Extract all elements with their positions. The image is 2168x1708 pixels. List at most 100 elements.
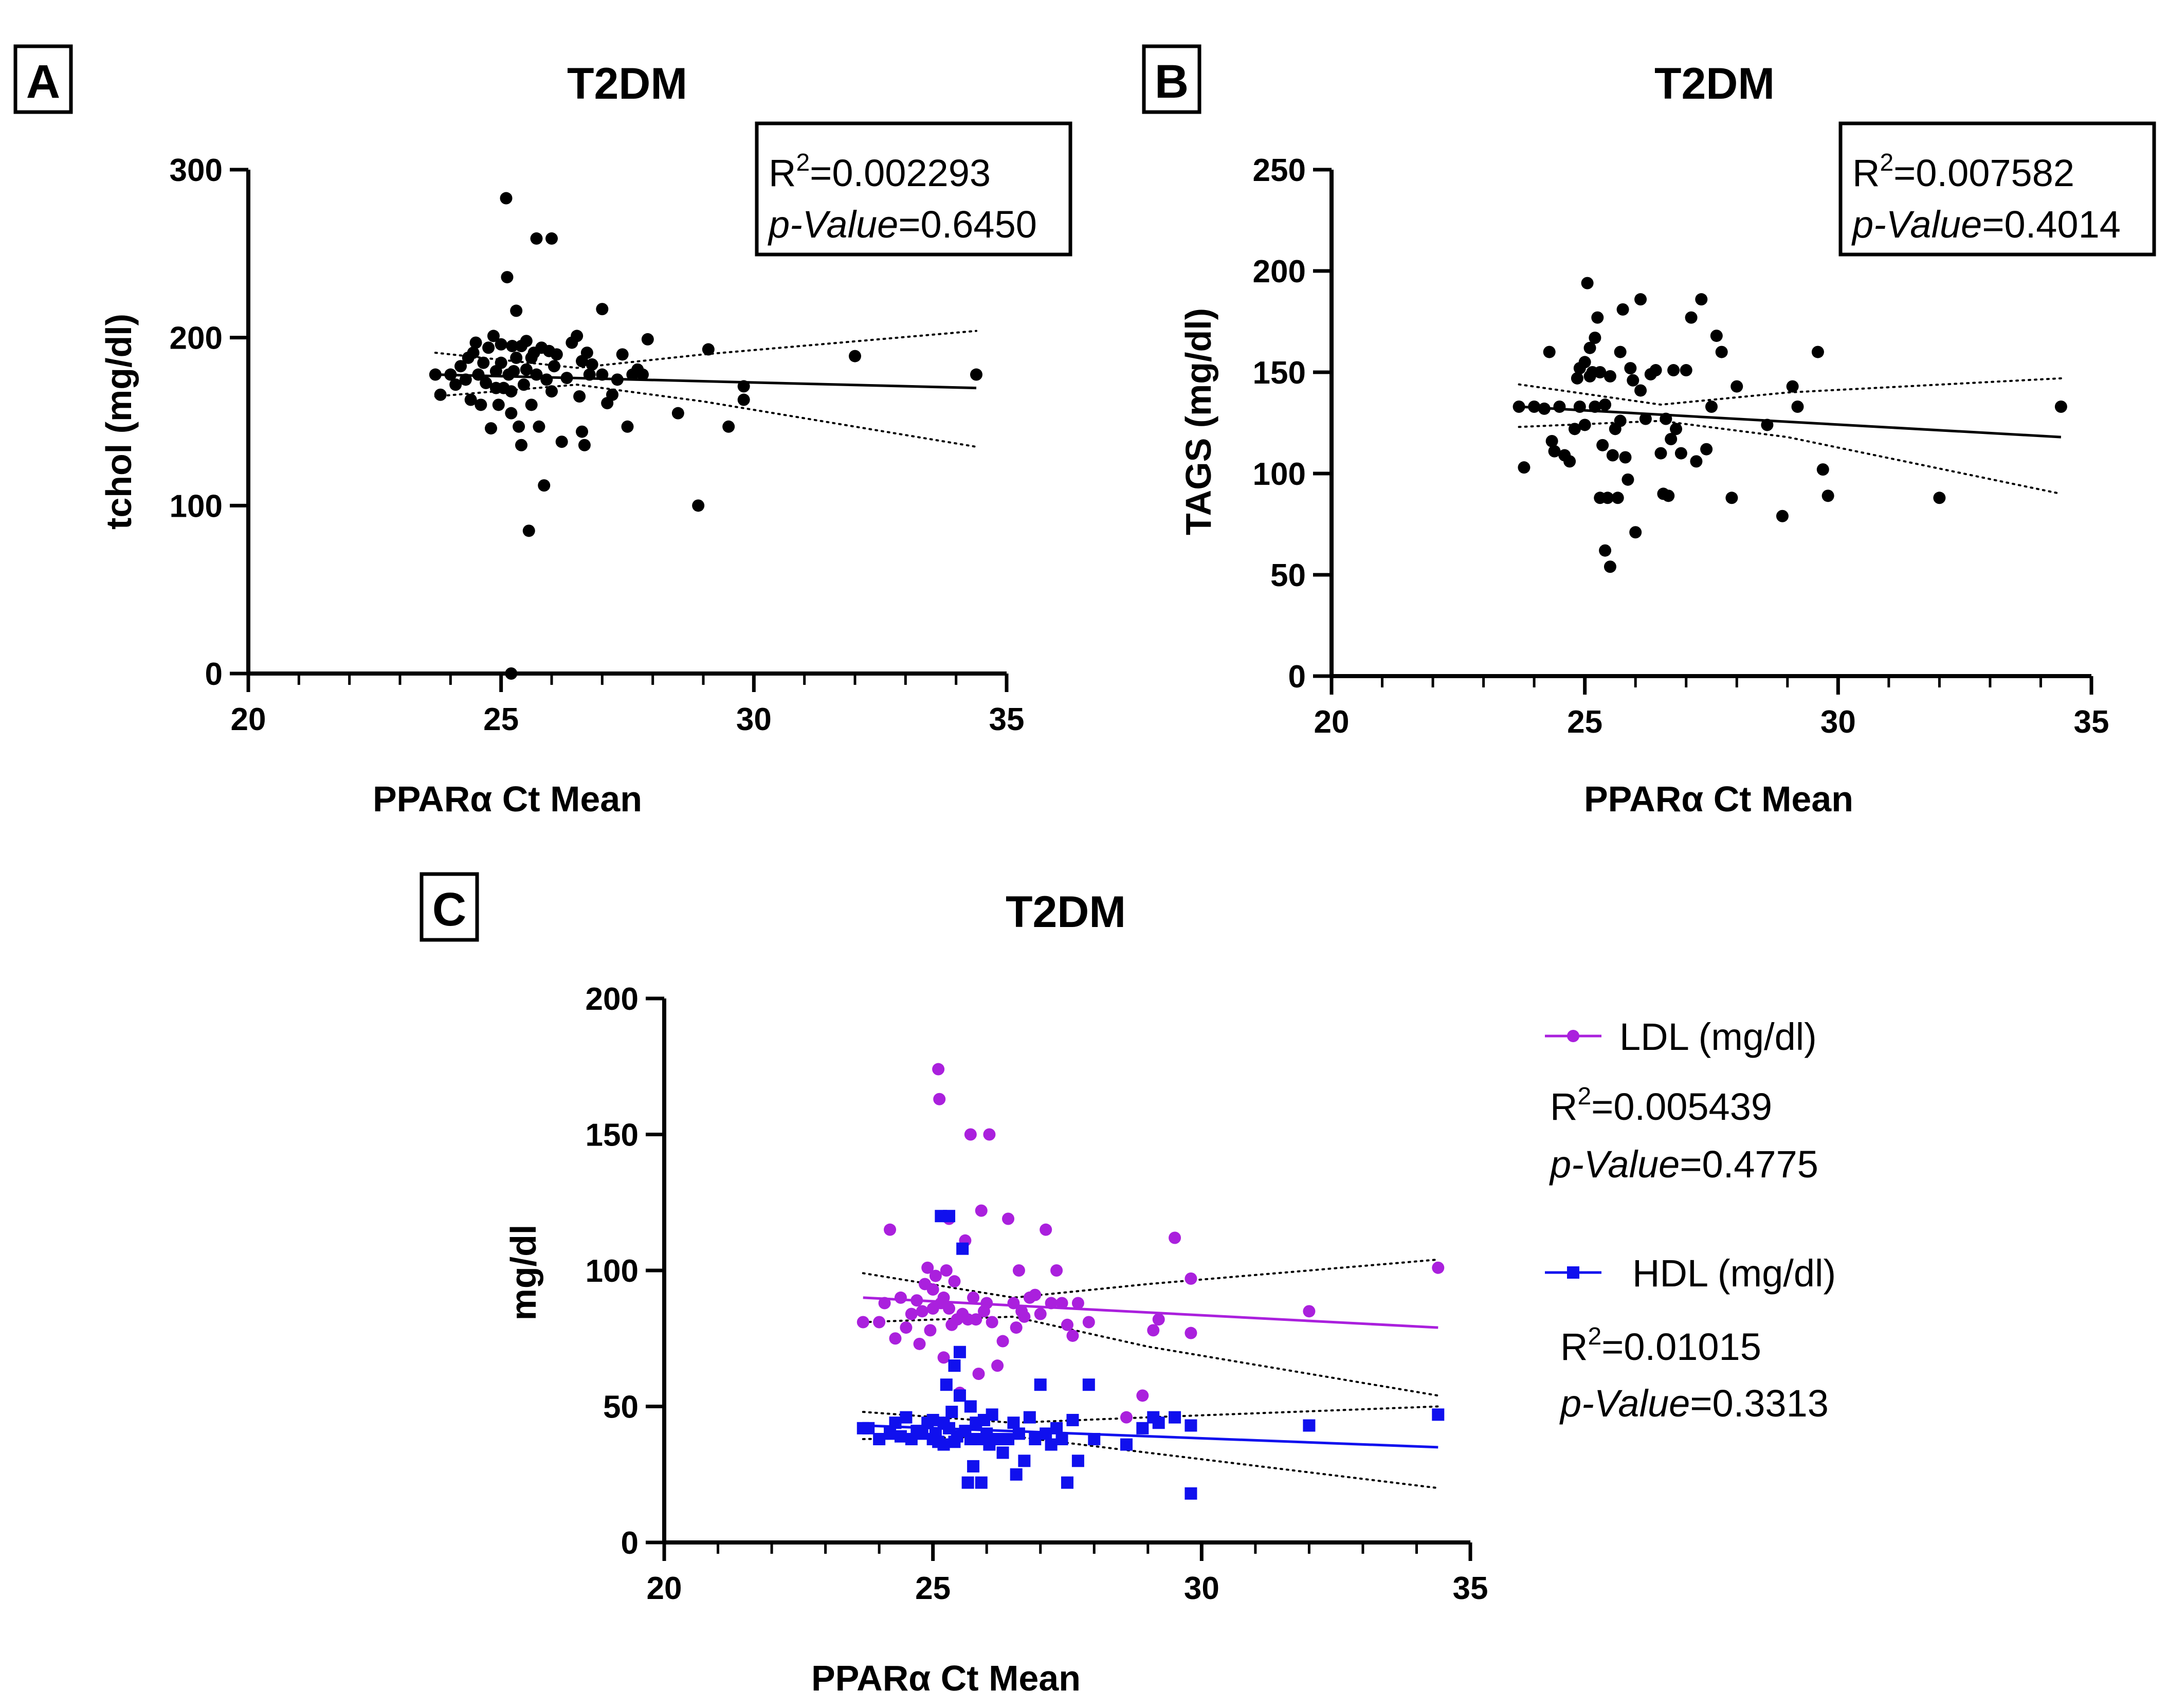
- data-point-hdl: [1007, 1416, 1020, 1429]
- legend-ldl-pvalue: p-Value=0.4775: [1549, 1143, 1818, 1186]
- data-point-hdl: [961, 1476, 974, 1489]
- data-point-hdl: [1029, 1432, 1042, 1445]
- data-point-hdl: [1040, 1427, 1052, 1440]
- data-point: [464, 393, 477, 406]
- data-point: [1571, 372, 1583, 385]
- data-point: [1606, 449, 1619, 462]
- panel-a-points: [429, 192, 982, 680]
- data-point-hdl: [986, 1408, 998, 1421]
- data-point: [596, 303, 609, 316]
- data-point: [513, 420, 525, 433]
- panel-b-title: T2DM: [1654, 59, 1775, 108]
- y-tick-label: 200: [586, 982, 639, 1017]
- data-point: [477, 356, 490, 369]
- data-point-hdl: [937, 1438, 950, 1451]
- x-tick-label: 30: [1820, 704, 1856, 740]
- data-point-hdl: [1303, 1419, 1316, 1432]
- data-point-hdl: [1185, 1419, 1197, 1432]
- data-point: [1599, 544, 1612, 557]
- data-point: [472, 368, 485, 381]
- panel-c-letter-box: [420, 872, 479, 942]
- panel-a: A T2DM R2=0.002293 p-Value=0.6450 20 25 30…: [13, 44, 1072, 819]
- data-point: [1594, 366, 1607, 378]
- panel-a-stats-box: [755, 121, 1072, 257]
- x-tick-label: 30: [1184, 1571, 1219, 1606]
- data-point: [702, 343, 715, 356]
- data-point: [487, 330, 500, 342]
- data-point: [548, 360, 560, 373]
- data-point-ldl: [1040, 1223, 1052, 1236]
- data-point: [555, 435, 568, 448]
- panel-c-points: [857, 1063, 1445, 1500]
- data-point-hdl: [967, 1460, 980, 1473]
- legend-hdl-label: HDL (mg/dl): [1632, 1252, 1836, 1295]
- data-point-ldl: [1002, 1212, 1015, 1225]
- data-point-hdl: [926, 1413, 939, 1426]
- x-tick-label: 20: [647, 1571, 682, 1606]
- data-point-ldl: [916, 1305, 928, 1318]
- data-point-hdl: [889, 1416, 902, 1429]
- data-point-ldl: [1061, 1318, 1073, 1331]
- data-point: [1730, 380, 1743, 393]
- data-point: [1573, 400, 1586, 413]
- panel-b: B T2DM R2=0.007582 p-Value=0.4014 20 25 30…: [1142, 44, 2156, 819]
- data-point: [538, 479, 551, 492]
- data-point-ldl: [1120, 1411, 1133, 1424]
- data-point-ldl: [910, 1294, 923, 1307]
- data-point: [545, 385, 558, 398]
- data-point: [492, 398, 505, 411]
- data-point: [596, 368, 609, 381]
- data-point: [1563, 455, 1576, 468]
- data-point: [737, 380, 750, 393]
- legend-ldl-marker: [1567, 1030, 1579, 1042]
- data-point: [1518, 461, 1531, 474]
- data-point-hdl: [1066, 1413, 1079, 1426]
- panel-b-axes: 20 25 30 35 0 50 100 150 200 250: [1253, 153, 2109, 740]
- data-point: [525, 398, 538, 411]
- data-point: [507, 365, 520, 377]
- data-point: [573, 390, 586, 403]
- data-point: [449, 378, 462, 391]
- data-point-ldl: [1185, 1327, 1197, 1339]
- legend-ldl: LDL (mg/dl) R2=0.005439 p-Value=0.4775: [1545, 1015, 1818, 1186]
- data-point-ldl: [1034, 1307, 1047, 1320]
- ci-upper-line: [1518, 377, 2062, 406]
- panel-b-points: [1513, 277, 2067, 573]
- x-tick-label: 30: [736, 702, 772, 737]
- data-point-ldl: [948, 1275, 961, 1288]
- data-point-hdl: [916, 1427, 928, 1440]
- data-point-hdl: [862, 1422, 875, 1434]
- data-point: [520, 335, 533, 348]
- data-point: [1568, 423, 1581, 435]
- x-tick-label: 25: [915, 1571, 951, 1606]
- data-point-ldl: [1007, 1297, 1020, 1310]
- data-point: [533, 420, 545, 433]
- data-point-hdl: [956, 1242, 969, 1255]
- ci-lower-line: [1518, 420, 2062, 495]
- data-point-ldl: [1050, 1264, 1063, 1277]
- data-point-ldl: [921, 1261, 934, 1274]
- ci-lower-line: [434, 384, 977, 448]
- data-point: [576, 425, 588, 438]
- data-point: [1622, 473, 1634, 486]
- data-point-hdl: [1071, 1455, 1084, 1467]
- data-point-hdl: [873, 1432, 886, 1445]
- data-point-ldl: [1169, 1231, 1181, 1244]
- data-point-ldl: [1055, 1297, 1068, 1310]
- data-point: [578, 439, 591, 451]
- data-point: [1578, 356, 1591, 369]
- data-point-ldl: [1185, 1272, 1197, 1285]
- data-point-ldl: [964, 1128, 977, 1141]
- data-point: [495, 338, 507, 351]
- data-point: [621, 420, 634, 433]
- y-tick-label: 0: [1288, 659, 1306, 695]
- data-point: [444, 368, 457, 381]
- panel-c-x-label: PPARα Ct Mean: [811, 1658, 1081, 1698]
- data-point: [467, 347, 480, 359]
- y-tick-label: 200: [170, 321, 223, 356]
- data-point: [1933, 492, 1946, 504]
- data-point-ldl: [1082, 1316, 1095, 1329]
- data-point: [495, 356, 507, 369]
- data-point-ldl: [1010, 1321, 1023, 1334]
